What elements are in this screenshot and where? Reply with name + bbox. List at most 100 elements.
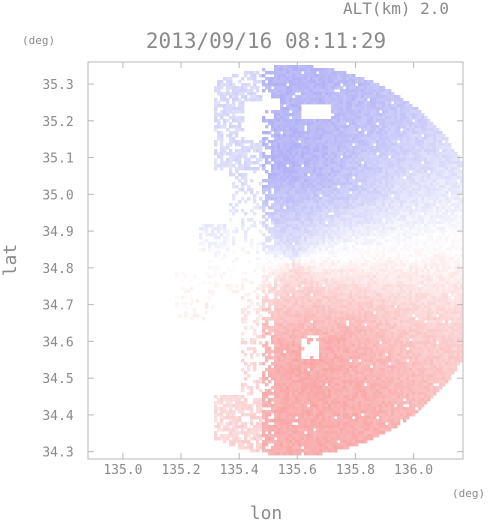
- radar-echo-cell: [295, 179, 299, 183]
- radar-echo-cell: [313, 284, 317, 288]
- radar-echo-cell: [229, 110, 233, 114]
- radar-echo-cell: [457, 176, 461, 180]
- radar-echo-cell: [295, 86, 299, 90]
- radar-echo-cell: [442, 215, 446, 219]
- radar-echo-cell: [406, 263, 410, 267]
- radar-echo-cell: [391, 191, 395, 195]
- radar-echo-cell: [241, 176, 245, 180]
- radar-echo-cell: [391, 272, 395, 276]
- radar-echo-cell: [241, 86, 245, 90]
- radar-echo-cell: [349, 233, 353, 237]
- radar-echo-cell: [382, 290, 386, 294]
- radar-echo-cell: [310, 251, 314, 255]
- radar-echo-cell: [244, 230, 248, 234]
- radar-echo-cell: [217, 230, 221, 234]
- radar-echo-cell: [445, 146, 449, 150]
- radar-echo-cell: [346, 92, 350, 96]
- radar-echo-cell: [283, 278, 287, 282]
- radar-echo-cell: [385, 236, 389, 240]
- radar-echo-cell: [334, 212, 338, 216]
- radar-echo-cell: [421, 194, 425, 198]
- radar-echo-cell: [454, 185, 458, 189]
- radar-echo-cell: [352, 137, 356, 141]
- radar-echo-cell: [322, 242, 326, 246]
- radar-echo-cell: [358, 155, 362, 159]
- radar-echo-cell: [430, 236, 434, 240]
- radar-echo-cell: [352, 83, 356, 87]
- radar-echo-cell: [403, 122, 407, 126]
- radar-echo-cell: [337, 179, 341, 183]
- radar-echo-cell: [325, 74, 329, 78]
- radar-echo-cell: [292, 77, 296, 81]
- radar-echo-cell: [337, 104, 341, 108]
- radar-echo-cell: [352, 161, 356, 165]
- radar-echo-cell: [355, 242, 359, 246]
- radar-echo-cell: [217, 131, 221, 135]
- radar-echo-cell: [376, 275, 380, 279]
- radar-echo-cell: [418, 248, 422, 252]
- radar-echo-cell: [298, 281, 302, 285]
- radar-echo-cell: [349, 113, 353, 117]
- radar-echo-cell: [394, 155, 398, 159]
- radar-echo-cell: [373, 206, 377, 210]
- radar-echo-cell: [295, 269, 299, 273]
- radar-echo-cell: [349, 101, 353, 105]
- radar-echo-cell: [271, 227, 275, 231]
- radar-echo-cell: [442, 257, 446, 261]
- radar-echo-cell: [382, 86, 386, 90]
- radar-echo-cell: [388, 125, 392, 129]
- radar-echo-cell: [367, 251, 371, 255]
- radar-echo-cell: [316, 98, 320, 102]
- radar-echo-cell: [331, 254, 335, 258]
- radar-echo-cell: [214, 152, 218, 156]
- radar-echo-cell: [271, 233, 275, 237]
- radar-echo-cell: [310, 209, 314, 213]
- radar-echo-cell: [319, 128, 323, 132]
- radar-echo-cell: [226, 230, 230, 234]
- radar-echo-cell: [319, 251, 323, 255]
- radar-echo-cell: [379, 275, 383, 279]
- radar-echo-cell: [349, 218, 353, 222]
- radar-echo-cell: [448, 161, 452, 165]
- radar-echo-cell: [448, 275, 452, 279]
- radar-echo-cell: [265, 86, 269, 90]
- radar-echo-cell: [460, 239, 463, 243]
- radar-echo-cell: [379, 194, 383, 198]
- radar-echo-cell: [238, 143, 242, 147]
- radar-echo-cell: [427, 128, 431, 132]
- radar-echo-cell: [316, 254, 320, 258]
- radar-echo-cell: [199, 233, 203, 237]
- radar-echo-cell: [247, 146, 251, 150]
- radar-echo-cell: [220, 233, 224, 237]
- radar-echo-cell: [379, 98, 383, 102]
- radar-echo-cell: [403, 239, 407, 243]
- radar-echo-cell: [298, 206, 302, 210]
- radar-echo-cell: [358, 110, 362, 114]
- radar-echo-cell: [391, 275, 395, 279]
- radar-echo-cell: [328, 227, 332, 231]
- radar-echo-cell: [361, 188, 365, 192]
- radar-echo-cell: [244, 191, 248, 195]
- radar-echo-cell: [316, 281, 320, 285]
- radar-echo-cell: [400, 140, 404, 144]
- radar-echo-cell: [439, 170, 443, 174]
- radar-echo-cell: [340, 164, 344, 168]
- radar-echo-cell: [337, 71, 341, 75]
- radar-echo-cell: [277, 146, 281, 150]
- radar-echo-cell: [355, 113, 359, 117]
- radar-echo-cell: [277, 77, 281, 81]
- radar-echo-cell: [289, 89, 293, 93]
- radar-echo-cell: [307, 203, 311, 207]
- radar-echo-cell: [355, 287, 359, 291]
- radar-echo-cell: [292, 200, 296, 204]
- radar-echo-cell: [295, 149, 299, 153]
- radar-echo-cell: [295, 224, 299, 228]
- radar-echo-cell: [307, 74, 311, 78]
- radar-echo-cell: [364, 197, 368, 201]
- radar-echo-cell: [283, 260, 287, 264]
- radar-echo-cell: [316, 242, 320, 246]
- radar-echo-cell: [343, 176, 347, 180]
- radar-echo-cell: [421, 173, 425, 177]
- radar-echo-cell: [334, 107, 338, 111]
- radar-echo-cell: [313, 89, 317, 93]
